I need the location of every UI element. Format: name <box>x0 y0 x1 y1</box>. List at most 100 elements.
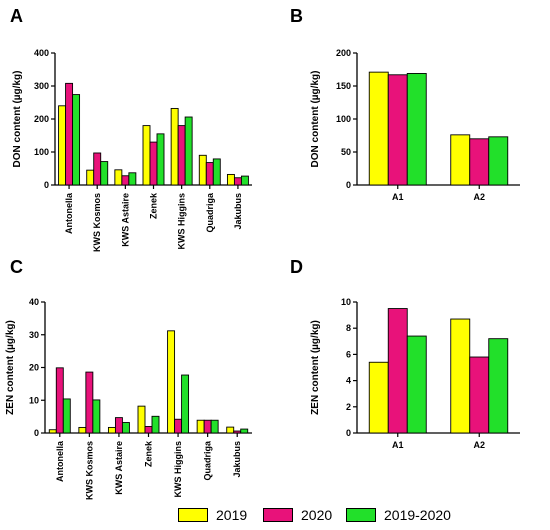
panel-letter: B <box>290 6 303 26</box>
y-tick-label: 4 <box>346 376 351 386</box>
bar <box>184 116 193 186</box>
legend-swatch-2019-2020 <box>346 508 376 522</box>
y-tick-label: 200 <box>336 48 351 58</box>
bar <box>368 71 389 186</box>
x-tick-label: A1 <box>392 192 404 202</box>
bar <box>387 74 408 186</box>
x-tick-label: A2 <box>473 192 485 202</box>
legend-item-2019-2020: 2019-2020 <box>346 506 451 524</box>
y-axis-label: DON content (µg/kg) <box>310 71 321 168</box>
bar <box>406 335 427 434</box>
bar <box>233 177 242 186</box>
legend-item-2020: 2020 <box>263 506 332 524</box>
panel-D: D 0 2 4 6 8 10 ZEN content (µg/kg) A1 A2 <box>290 257 520 450</box>
legend: 2019 2020 2019-2020 <box>0 500 550 530</box>
y-tick-label: 0 <box>346 428 351 438</box>
y-axis-label: DON content (µg/kg) <box>12 71 23 168</box>
bar <box>181 374 190 434</box>
y-axis-label: ZEN content (µg/kg) <box>5 320 16 415</box>
bar <box>62 398 71 434</box>
panel-A: A 0 100 200 300 400 DON content (µg/kg) Antonel… <box>10 6 252 252</box>
legend-label-2019-2020: 2019-2020 <box>384 507 451 523</box>
bar <box>198 154 207 186</box>
bar <box>205 162 214 186</box>
bar <box>149 141 158 186</box>
bar <box>92 399 101 434</box>
bar <box>121 175 130 186</box>
y-tick-label: 10 <box>29 395 39 405</box>
bar <box>55 367 64 434</box>
y-tick-label: 8 <box>346 323 351 333</box>
y-tick-label: 6 <box>346 349 351 359</box>
y-axis-label: ZEN content (µg/kg) <box>310 320 321 415</box>
bar <box>137 405 146 434</box>
bar <box>226 173 235 186</box>
x-tick-label: Zenek <box>149 192 159 219</box>
bar <box>114 417 123 434</box>
bar <box>233 430 242 434</box>
bar <box>174 418 183 434</box>
bar <box>469 138 490 186</box>
bar <box>368 361 389 434</box>
panel-C: C 0 10 20 30 40 ZEN content (µg/kg) Antonella KW… <box>5 257 252 500</box>
x-tick-label: Jakubus <box>233 193 243 230</box>
x-tick-label: Antonella <box>64 192 74 234</box>
panel-B: B 0 50 100 150 200 DON content (µg/kg) A1 A2 <box>290 6 520 202</box>
x-tick-label: KWS Higgins <box>177 193 187 250</box>
bar <box>240 175 249 186</box>
y-tick-label: 0 <box>346 180 351 190</box>
y-tick-label: 40 <box>29 297 39 307</box>
x-tick-label: Jakubus <box>232 441 242 478</box>
x-tick-label: KWS Higgins <box>173 441 183 498</box>
bar <box>212 158 221 186</box>
y-tick-label: 100 <box>336 114 351 124</box>
legend-label-2019: 2019 <box>216 507 248 523</box>
bar <box>167 330 176 434</box>
y-tick-label: 30 <box>29 330 39 340</box>
x-tick-label: KWS Astaire <box>114 441 124 495</box>
bar <box>387 308 408 434</box>
y-tick-label: 100 <box>34 147 49 157</box>
x-tick-label: KWS Astaire <box>120 193 130 247</box>
bar <box>210 419 219 434</box>
y-tick-label: 150 <box>336 81 351 91</box>
bar <box>488 338 509 434</box>
x-tick-label: Antonella <box>55 440 65 482</box>
y-tick-label: 0 <box>34 428 39 438</box>
x-tick-label: Quadriga <box>203 440 213 481</box>
legend-item-2019: 2019 <box>178 506 247 524</box>
y-tick-label: 10 <box>341 297 351 307</box>
bar <box>72 94 81 186</box>
bar <box>48 429 57 434</box>
bar <box>450 134 471 186</box>
bar <box>488 136 509 186</box>
bar <box>65 82 74 186</box>
panel-letter: D <box>290 257 303 277</box>
bar <box>177 125 186 186</box>
bar <box>406 73 427 186</box>
bar <box>121 422 130 434</box>
panel-letter: C <box>10 257 23 277</box>
y-tick-label: 200 <box>34 114 49 124</box>
x-tick-label: A1 <box>392 440 404 450</box>
bar <box>156 133 165 186</box>
bar <box>78 426 87 434</box>
bar <box>240 428 249 434</box>
y-tick-label: 400 <box>34 48 49 58</box>
x-tick-label: KWS Kosmos <box>92 193 102 252</box>
x-tick-label: Quadriga <box>205 192 215 233</box>
bar <box>114 169 123 186</box>
y-tick-label: 2 <box>346 402 351 412</box>
y-tick-label: 50 <box>341 147 351 157</box>
bar <box>128 172 137 186</box>
y-tick-label: 300 <box>34 81 49 91</box>
x-tick-label: Zenek <box>144 440 154 467</box>
bar <box>170 107 179 186</box>
legend-label-2020: 2020 <box>301 507 333 523</box>
bar <box>85 371 94 434</box>
bar <box>203 419 212 434</box>
bar <box>100 161 109 186</box>
legend-swatch-2020 <box>263 508 293 522</box>
y-tick-label: 0 <box>44 180 49 190</box>
